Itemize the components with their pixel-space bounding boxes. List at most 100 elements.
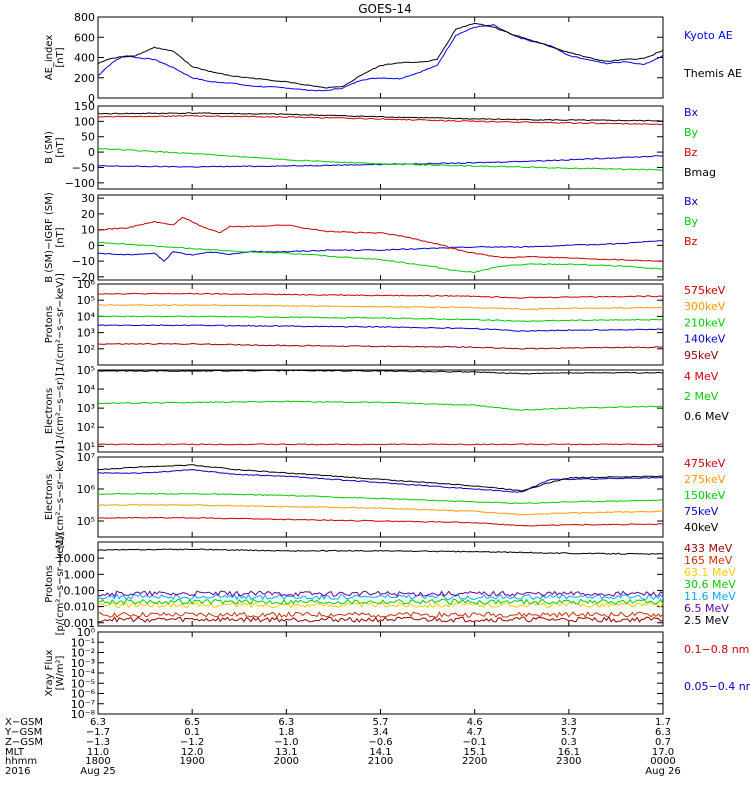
x-tick-value: 13.1 xyxy=(275,747,297,758)
y-tick-label: −50 xyxy=(72,161,95,174)
legend-entry: Bmag xyxy=(684,166,716,179)
y-tick-label: 0 xyxy=(88,146,95,159)
y-tick-label: 1.000 xyxy=(64,568,96,581)
y-tick-label: 150 xyxy=(74,100,95,113)
x-row-label: Y−GSM xyxy=(4,727,42,738)
legend-entry: 575keV xyxy=(684,284,726,297)
y-tick-label: 10⁻⁷ xyxy=(71,698,95,711)
legend-entry: 300keV xyxy=(684,300,726,313)
x-row-label: MLT xyxy=(5,747,25,758)
y-tick-label: 10⁰ xyxy=(77,626,96,639)
y-tick-label: 0.010 xyxy=(64,601,96,614)
x-row-label: 2016 xyxy=(5,766,30,777)
legend-entry: 4 MeV xyxy=(684,370,719,383)
plot-title: GOES-14 xyxy=(358,2,412,16)
legend-entry: 140keV xyxy=(684,333,726,346)
x-tick-value: 4.7 xyxy=(467,727,483,738)
y-tick-label: 10¹ xyxy=(77,440,95,453)
legend-entry: 11.6 MeV xyxy=(684,590,736,603)
y-tick-label: 10⁶ xyxy=(77,483,96,496)
panel-frame xyxy=(97,105,664,190)
x-tick-value: 15.1 xyxy=(464,747,486,758)
x-tick-value: 1.7 xyxy=(655,717,671,728)
series-line-Bz xyxy=(97,216,664,262)
series-line-140keV xyxy=(97,324,664,332)
series-line-Themis-AE xyxy=(97,22,664,89)
y-tick-label: 10⁻² xyxy=(71,647,95,660)
y-tick-label: −10 xyxy=(72,255,95,268)
x-tick-value: 1.8 xyxy=(278,727,294,738)
y-axis-label: [1/(cm²−s−sr−keV)] xyxy=(55,273,66,376)
y-tick-label: 10.000 xyxy=(57,552,96,565)
y-tick-label: 10⁷ xyxy=(77,451,95,464)
y-tick-label: 10⁴ xyxy=(77,310,96,323)
x-tick-value: 0.7 xyxy=(655,737,671,748)
x-tick-value: 3.4 xyxy=(373,727,389,738)
series-line-475keV xyxy=(97,516,664,527)
y-tick-label: 10⁴ xyxy=(77,383,96,396)
x-tick-value: −1.2 xyxy=(180,737,204,748)
legend-entry: Bz xyxy=(684,235,698,248)
x-tick-value: −1.3 xyxy=(86,737,110,748)
x-tick-value: −1.0 xyxy=(274,737,298,748)
panel-5: 10⁷ 10⁶ 10⁵ Electrons [1/(cm²−s−sr−keV)] 475k… xyxy=(44,446,726,549)
legend-entry: 63.1 MeV xyxy=(684,566,736,579)
legend-entry: Bx xyxy=(684,195,699,208)
legend-entry: 75keV xyxy=(684,505,719,518)
legend-entry: 2.5 MeV xyxy=(684,614,729,627)
y-tick-label: 10² xyxy=(77,343,95,356)
y-axis-label: [nT] xyxy=(55,227,66,247)
x-tick-value: 12.0 xyxy=(181,747,203,758)
panel-3: 10⁶ 10⁵ 10⁴ 10³ 10² Protons [1/(cm²−s−sr−keV)]… xyxy=(44,273,726,376)
x-tick-value: 14.1 xyxy=(369,747,391,758)
y-tick-label: 10⁻⁸ xyxy=(71,708,96,721)
legend-entry: 475keV xyxy=(684,457,726,470)
y-tick-label: 10⁻⁴ xyxy=(71,667,96,680)
x-tick-value: 5.7 xyxy=(561,727,577,738)
x-tick-value: 0.3 xyxy=(561,737,577,748)
y-tick-label: 0.001 xyxy=(64,617,96,630)
panel-frame xyxy=(97,631,664,715)
x-tick-value: 1900 xyxy=(179,756,204,767)
y-tick-label: 0 xyxy=(88,239,95,252)
y-axis-label: Protons xyxy=(44,306,55,343)
x-tick-value: 4.6 xyxy=(467,717,483,728)
x-row-label: hhmm xyxy=(5,756,37,767)
legend-entry: 0.6 MeV xyxy=(684,410,729,423)
legend-entry: 0.05−0.4 nm xyxy=(684,680,750,693)
y-axis-label: [nT] xyxy=(55,137,66,157)
y-tick-label: 10⁵ xyxy=(77,515,95,528)
y-axis-label: B (SM) xyxy=(44,131,55,164)
x-tick-value: −1.7 xyxy=(86,727,110,738)
series-line-6.5-MeV xyxy=(97,590,664,598)
series-line-95keV xyxy=(97,342,664,350)
series-line-2-MeV xyxy=(97,400,664,411)
series-line-2.5-MeV xyxy=(97,548,664,556)
legend-entry: 210keV xyxy=(684,316,726,329)
series-line-4-MeV xyxy=(97,443,664,446)
x-tick-value: 17.0 xyxy=(652,747,674,758)
panel-frame xyxy=(97,369,664,453)
series-line-Bx xyxy=(98,240,664,263)
series-line-75keV xyxy=(97,469,664,493)
y-tick-label: 50 xyxy=(81,131,95,144)
legend-entry: Bz xyxy=(684,146,698,159)
legend-entry: 0.1−0.8 nm xyxy=(684,643,749,656)
series-line-275keV xyxy=(97,504,664,516)
legend-entry: 40keV xyxy=(684,521,719,534)
x-date-label: Aug 25 xyxy=(80,766,115,777)
y-axis-label: [nT] xyxy=(55,47,66,67)
legend-entry: Themis AE xyxy=(683,67,742,80)
y-axis-label: [1/(cm²−s−sr−keV)] xyxy=(55,446,66,549)
series-line-Bmag xyxy=(97,112,663,122)
series-line-165-MeV xyxy=(98,611,664,619)
panel-4: 10⁵ 10⁴ 10³ 10² 10¹ Electrons [1/(cm²−s−sr)] 4 … xyxy=(44,364,729,453)
series-line-575keV xyxy=(97,292,664,299)
y-tick-label: 10⁻¹ xyxy=(71,636,95,649)
panel-frame xyxy=(97,541,664,627)
y-axis-label: Electrons xyxy=(44,388,55,434)
y-tick-label: 10⁻⁵ xyxy=(71,677,95,690)
legend-entry: Kyoto AE xyxy=(684,29,733,42)
x-tick-value: 2300 xyxy=(556,756,581,767)
